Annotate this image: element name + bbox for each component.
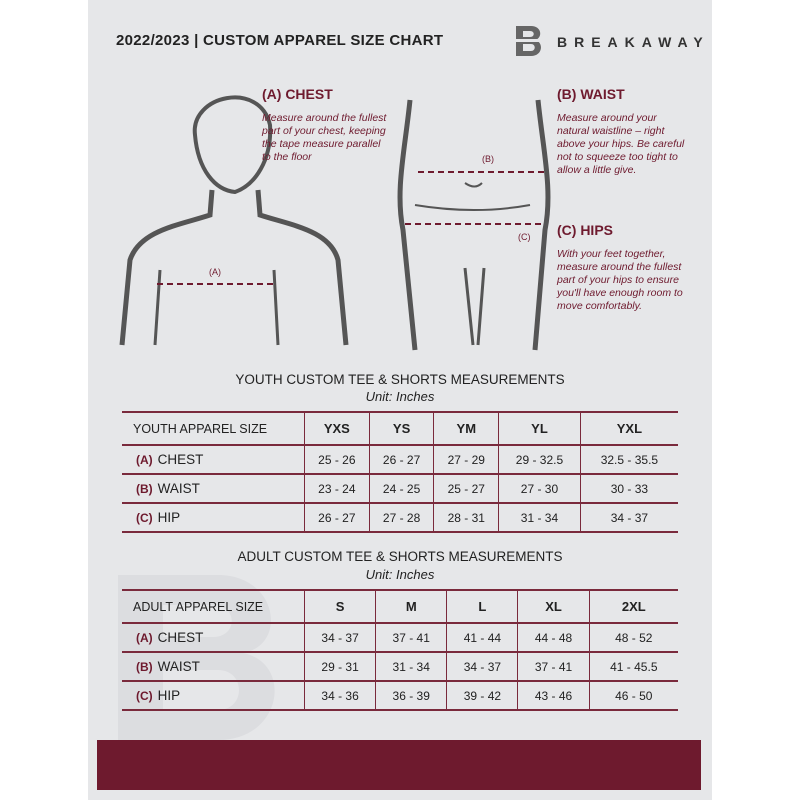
waist-marker: (B) bbox=[482, 154, 494, 164]
row-label: (B) WAIST bbox=[122, 473, 305, 504]
size-header: M bbox=[375, 589, 447, 624]
hips-heading: (C) HIPS bbox=[557, 222, 613, 238]
cell: 37 - 41 bbox=[375, 622, 447, 653]
row-name: WAIST bbox=[157, 659, 200, 674]
size-header: 2XL bbox=[588, 589, 678, 624]
breakaway-logo-icon bbox=[514, 26, 544, 56]
row-label: (C) HIP bbox=[122, 502, 305, 533]
cell: 34 - 37 bbox=[446, 651, 518, 682]
page-title: 2022/2023 | CUSTOM APPAREL SIZE CHART bbox=[116, 32, 444, 49]
row-label: (B) WAIST bbox=[122, 651, 305, 682]
table-row: (C) HIP 26 - 27 27 - 28 28 - 31 31 - 34 34 - 3… bbox=[122, 502, 678, 533]
cell: 41 - 45.5 bbox=[588, 651, 678, 682]
row-name: CHEST bbox=[157, 452, 204, 467]
waist-description: Measure around your natural waistline – … bbox=[557, 112, 685, 176]
footer-bar bbox=[97, 740, 701, 790]
cell: 48 - 52 bbox=[588, 622, 678, 653]
cell: 34 - 36 bbox=[303, 680, 376, 711]
brand-name: BREAKAWAY bbox=[557, 34, 710, 50]
row-letter: (C) bbox=[136, 689, 153, 703]
row-name: HIP bbox=[157, 510, 181, 525]
upper-body-figure bbox=[119, 95, 349, 346]
table-row: (B) WAIST 23 - 24 24 - 25 25 - 27 27 - 30 30 -… bbox=[122, 473, 678, 504]
cell: 27 - 30 bbox=[498, 473, 581, 504]
cell: 26 - 27 bbox=[304, 502, 370, 533]
table-row: (A) CHEST 34 - 37 37 - 41 41 - 44 44 - 48 48 -… bbox=[122, 622, 678, 653]
size-header: S bbox=[303, 589, 376, 624]
waist-heading: (B) WAIST bbox=[557, 86, 625, 102]
adult-unit: Unit: Inches bbox=[365, 567, 435, 582]
cell: 32.5 - 35.5 bbox=[579, 444, 678, 475]
chest-description: Measure around the fullest part of your … bbox=[262, 112, 387, 163]
cell: 39 - 42 bbox=[446, 680, 518, 711]
hips-marker: (C) bbox=[518, 232, 531, 242]
cell: 29 - 31 bbox=[303, 651, 376, 682]
size-header: YXL bbox=[579, 411, 678, 446]
cell: 34 - 37 bbox=[579, 502, 678, 533]
cell: 29 - 32.5 bbox=[498, 444, 581, 475]
row-label: (C) HIP bbox=[122, 680, 305, 711]
cell: 41 - 44 bbox=[446, 622, 518, 653]
chest-heading: (A) CHEST bbox=[262, 86, 333, 102]
table-row: (A) CHEST 25 - 26 26 - 27 27 - 29 29 - 32.5 32… bbox=[122, 444, 678, 475]
row-letter: (B) bbox=[136, 660, 153, 674]
youth-table-title: YOUTH CUSTOM TEE & SHORTS MEASUREMENTS bbox=[235, 372, 565, 387]
row-letter: (A) bbox=[136, 453, 153, 467]
size-header: YM bbox=[433, 411, 499, 446]
lower-body-figure bbox=[397, 99, 551, 351]
cell: 34 - 37 bbox=[303, 622, 376, 653]
cell: 46 - 50 bbox=[588, 680, 678, 711]
youth-size-table: YOUTH APPAREL SIZE YXS YS YM YL YXL (A) C… bbox=[122, 411, 678, 533]
chest-marker: (A) bbox=[209, 267, 221, 277]
youth-unit: Unit: Inches bbox=[365, 389, 435, 404]
table-header-row: YOUTH APPAREL SIZE YXS YS YM YL YXL bbox=[122, 411, 678, 446]
table-row: (B) WAIST 29 - 31 31 - 34 34 - 37 37 - 41 41 -… bbox=[122, 651, 678, 682]
size-label: YOUTH APPAREL SIZE bbox=[122, 411, 305, 446]
cell: 27 - 29 bbox=[433, 444, 499, 475]
cell: 43 - 46 bbox=[517, 680, 590, 711]
cell: 25 - 27 bbox=[433, 473, 499, 504]
table-header-row: ADULT APPAREL SIZE S M L XL 2XL bbox=[122, 589, 678, 624]
cell: 27 - 28 bbox=[368, 502, 434, 533]
row-label: (A) CHEST bbox=[122, 622, 305, 653]
row-letter: (B) bbox=[136, 482, 153, 496]
cell: 31 - 34 bbox=[375, 651, 447, 682]
cell: 30 - 33 bbox=[579, 473, 678, 504]
row-name: WAIST bbox=[157, 481, 200, 496]
cell: 23 - 24 bbox=[304, 473, 370, 504]
row-label: (A) CHEST bbox=[122, 444, 305, 475]
table-row: (C) HIP 34 - 36 36 - 39 39 - 42 43 - 46 46 - 5… bbox=[122, 680, 678, 711]
row-letter: (A) bbox=[136, 631, 153, 645]
cell: 37 - 41 bbox=[517, 651, 590, 682]
size-header: YL bbox=[498, 411, 581, 446]
cell: 28 - 31 bbox=[433, 502, 499, 533]
adult-size-table: ADULT APPAREL SIZE S M L XL 2XL (A) CHEST… bbox=[122, 589, 678, 711]
hips-description: With your feet together, measure around … bbox=[557, 248, 683, 312]
cell: 44 - 48 bbox=[517, 622, 590, 653]
size-header: YS bbox=[368, 411, 434, 446]
cell: 24 - 25 bbox=[368, 473, 434, 504]
row-letter: (C) bbox=[136, 511, 153, 525]
size-header: L bbox=[446, 589, 518, 624]
size-header: XL bbox=[517, 589, 590, 624]
cell: 31 - 34 bbox=[498, 502, 581, 533]
size-label: ADULT APPAREL SIZE bbox=[122, 589, 305, 624]
body-diagrams bbox=[119, 95, 551, 351]
adult-table-title: ADULT CUSTOM TEE & SHORTS MEASUREMENTS bbox=[237, 549, 563, 564]
cell: 36 - 39 bbox=[375, 680, 447, 711]
cell: 25 - 26 bbox=[304, 444, 370, 475]
cell: 26 - 27 bbox=[368, 444, 434, 475]
size-header: YXS bbox=[304, 411, 370, 446]
row-name: HIP bbox=[157, 688, 181, 703]
row-name: CHEST bbox=[157, 630, 204, 645]
